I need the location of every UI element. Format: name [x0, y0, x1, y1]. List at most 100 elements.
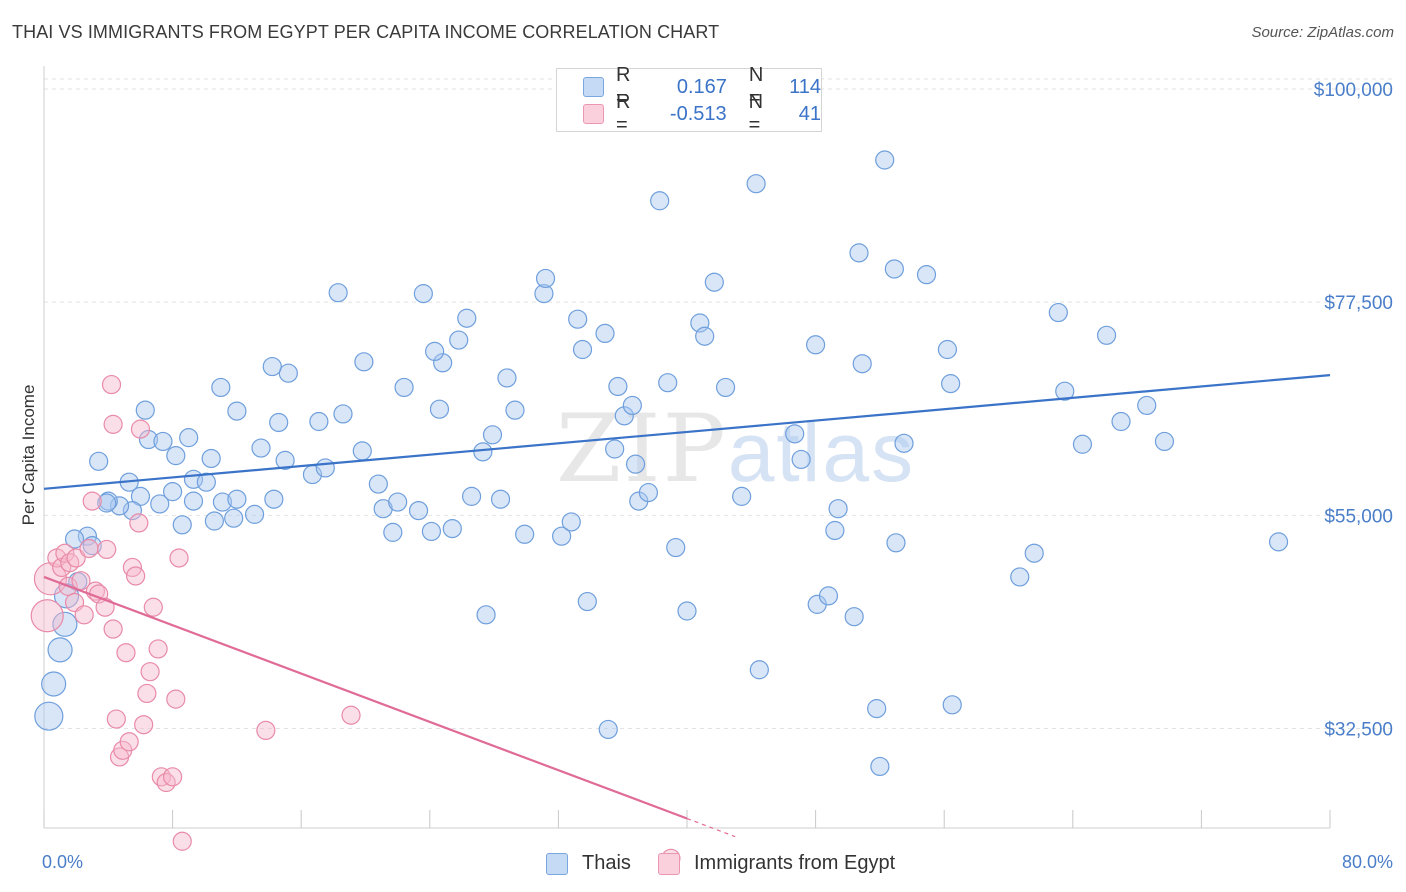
thais-point — [269, 412, 289, 433]
thais-trend-line — [43, 373, 1331, 490]
y-tick-label: $32,500 — [1324, 720, 1393, 741]
thais-point — [383, 522, 403, 542]
egypt-point — [143, 597, 163, 617]
thais-point — [614, 406, 634, 426]
egypt-point — [66, 548, 86, 568]
egypt-point — [129, 513, 149, 533]
egypt-point — [116, 643, 136, 663]
thais-point — [309, 411, 329, 432]
thais-point — [196, 472, 216, 492]
legend-row-thais: R = 0.167 N = 114 — [583, 64, 821, 109]
thais-point — [638, 482, 659, 503]
thais-point — [941, 374, 961, 394]
y-axis-label: Per Capita Income — [19, 385, 38, 526]
egypt-point — [101, 374, 122, 395]
thais-point — [224, 508, 244, 528]
egypt-point — [82, 491, 102, 511]
egypt-point — [172, 831, 192, 851]
thais-point — [449, 330, 469, 350]
egypt-point — [103, 619, 123, 639]
y-tick-label: $100,000 — [1314, 80, 1393, 101]
thais-point — [867, 699, 887, 719]
thais-point — [561, 512, 581, 532]
egypt-point — [140, 662, 160, 682]
thais-point — [89, 451, 109, 471]
thais-point — [916, 265, 937, 285]
x-tick-label: 80.0% — [1342, 852, 1393, 872]
bottom-legend-label-thais: Thais — [582, 852, 631, 874]
axes — [43, 66, 1331, 829]
bottom-legend-swatch-thais — [546, 852, 568, 875]
egypt-point — [163, 767, 183, 787]
thais-point — [572, 339, 593, 360]
thais-point — [1055, 381, 1075, 401]
thais-point — [650, 191, 670, 211]
chart-title: THAI VS IMMIGRANTS FROM EGYPT PER CAPITA… — [12, 22, 720, 42]
thais-point — [82, 536, 102, 556]
thais-point — [275, 450, 295, 470]
thais-point — [166, 446, 186, 466]
thais-point — [852, 354, 872, 374]
grid-lines — [44, 78, 1394, 730]
thais-point — [695, 326, 715, 346]
legend-n-value: 114 — [789, 75, 821, 98]
thais-point — [625, 454, 646, 474]
thais-point — [490, 489, 511, 509]
thais-point — [552, 526, 572, 546]
thais-point — [785, 424, 805, 444]
thais-point — [577, 591, 597, 612]
thais-point — [622, 395, 642, 416]
egypt-point — [134, 715, 154, 735]
thais-point — [875, 150, 895, 170]
thais-point — [1154, 431, 1175, 452]
source-label: Source: ZipAtlas.com — [1251, 24, 1394, 41]
y-tick-label: $55,000 — [1324, 506, 1393, 527]
thais-point — [605, 439, 625, 459]
thais-point — [805, 335, 826, 355]
thais-point — [608, 376, 628, 397]
legend-swatch-thais — [583, 77, 605, 97]
thais-point — [1096, 325, 1117, 345]
egypt-point — [74, 605, 94, 625]
watermark-zip: ZIP — [556, 395, 728, 504]
thais-point — [844, 607, 864, 627]
legend-n-label: N = — [748, 91, 764, 136]
thais-point — [482, 425, 503, 445]
thais-point — [704, 272, 724, 292]
thais-point — [264, 489, 284, 509]
thais-point — [433, 353, 453, 373]
egypt-points — [30, 374, 681, 868]
thais-point — [163, 482, 183, 502]
egypt-point — [256, 720, 276, 741]
thais-point — [354, 352, 374, 372]
thais-points — [34, 102, 1289, 777]
thais-point — [828, 499, 848, 519]
thais-point — [179, 428, 199, 448]
egypt-point — [95, 597, 115, 617]
thais-point — [886, 533, 906, 553]
thais-point — [1072, 434, 1093, 454]
thais-point — [212, 492, 233, 512]
trend-lines — [43, 373, 1331, 838]
bottom-legend-egypt: Immigrants from Egypt — [658, 852, 895, 875]
watermark: ZIPatlas — [556, 395, 915, 504]
thais-point — [408, 500, 429, 521]
thais-point — [227, 401, 247, 421]
thais-point — [138, 429, 159, 450]
thais-point — [870, 756, 890, 777]
thais-point — [352, 441, 372, 461]
bottom-legend-label-egypt: Immigrants from Egypt — [694, 852, 896, 874]
thais-point — [598, 719, 618, 740]
egypt-point — [130, 419, 151, 439]
thais-point — [505, 400, 525, 420]
thais-point — [457, 308, 477, 328]
thais-point — [41, 671, 67, 697]
thais-point — [34, 701, 64, 731]
egypt-point — [126, 566, 146, 586]
egypt-point — [30, 599, 64, 633]
thais-point — [497, 368, 517, 388]
thais-point — [515, 524, 535, 544]
thais-point — [595, 323, 615, 344]
egypt-trend-extension — [686, 817, 736, 838]
